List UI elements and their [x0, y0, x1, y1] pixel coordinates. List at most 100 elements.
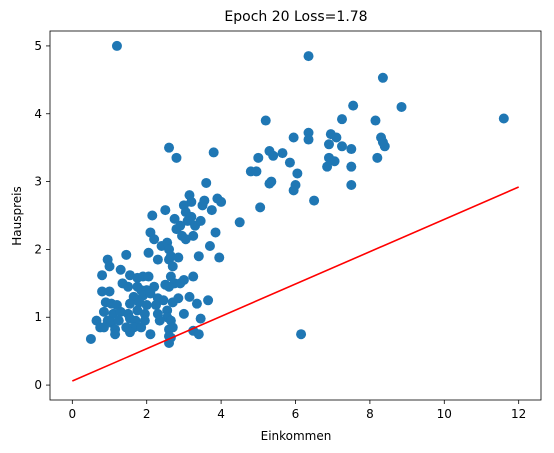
data-point — [184, 291, 195, 302]
y-axis-label: Hauspreis — [10, 186, 24, 246]
data-point — [346, 161, 357, 172]
data-point — [208, 147, 219, 158]
data-point — [180, 234, 191, 245]
data-point — [145, 329, 156, 340]
data-point — [331, 132, 342, 143]
data-point — [199, 195, 210, 206]
data-point — [264, 178, 275, 189]
data-point — [98, 322, 109, 333]
data-point — [167, 261, 178, 272]
data-point — [277, 148, 288, 159]
data-point — [182, 215, 193, 226]
y-tick-label: 1 — [34, 310, 42, 324]
data-point — [323, 139, 334, 150]
data-point — [372, 152, 383, 163]
data-point — [216, 196, 227, 207]
data-point — [143, 271, 154, 282]
axes-frame — [49, 30, 542, 401]
data-point — [124, 298, 135, 309]
data-point — [498, 113, 509, 124]
data-point — [97, 270, 108, 281]
plot-area — [72, 40, 519, 382]
data-point — [193, 329, 204, 340]
data-point — [175, 220, 186, 231]
data-point — [396, 101, 407, 112]
data-point — [292, 168, 303, 179]
data-point — [104, 261, 115, 272]
data-point — [98, 306, 109, 317]
data-point — [296, 329, 307, 340]
data-point — [253, 152, 264, 163]
data-point — [164, 281, 175, 292]
data-point — [85, 333, 96, 344]
data-point — [186, 196, 197, 207]
data-point — [260, 115, 271, 126]
data-point — [188, 271, 199, 282]
data-point — [149, 234, 160, 245]
data-point — [348, 100, 359, 111]
data-point — [346, 144, 357, 155]
data-point — [147, 210, 158, 221]
data-point — [145, 288, 156, 299]
data-point — [165, 251, 176, 262]
data-point — [377, 72, 388, 83]
data-point — [255, 202, 266, 213]
data-point — [160, 205, 171, 216]
data-point — [151, 300, 162, 311]
data-point — [115, 264, 126, 275]
data-point — [251, 166, 262, 177]
chart-title: Epoch 20 Loss=1.78 — [224, 9, 367, 25]
data-point — [171, 152, 182, 163]
data-point — [173, 293, 184, 304]
data-point — [195, 313, 206, 324]
data-point — [132, 305, 143, 316]
data-point — [143, 247, 154, 258]
data-point — [284, 157, 295, 168]
x-axis-label: Einkommen — [261, 429, 332, 443]
data-point — [121, 249, 132, 260]
data-point — [309, 195, 320, 206]
data-point — [164, 142, 175, 153]
x-tick-label: 10 — [437, 407, 452, 421]
data-point — [195, 215, 206, 226]
data-point — [154, 315, 165, 326]
regression-line — [72, 186, 519, 382]
x-tick-label: 6 — [292, 407, 300, 421]
data-point — [104, 286, 115, 297]
data-point — [124, 327, 135, 338]
data-point — [234, 217, 245, 228]
data-point — [111, 40, 122, 51]
data-point — [346, 179, 357, 190]
data-point — [113, 315, 124, 326]
y-tick-label: 2 — [34, 242, 42, 256]
data-point — [322, 161, 333, 172]
data-point — [173, 252, 184, 263]
data-point — [288, 185, 299, 196]
x-axis-ticks: 0 2 4 6 8 10 12 — [68, 400, 526, 421]
data-point — [337, 141, 347, 152]
y-tick-label: 4 — [34, 107, 42, 121]
data-point — [123, 281, 134, 292]
data-point — [288, 132, 299, 143]
data-point — [379, 141, 390, 152]
data-point — [204, 241, 215, 252]
x-tick-label: 8 — [366, 407, 374, 421]
data-point — [136, 322, 147, 333]
data-point — [188, 230, 199, 241]
data-point — [152, 254, 163, 265]
data-point — [303, 134, 314, 145]
x-tick-label: 0 — [68, 407, 76, 421]
data-point — [97, 286, 108, 297]
data-point — [178, 308, 189, 319]
y-tick-label: 5 — [34, 39, 42, 53]
data-point — [206, 205, 217, 216]
data-point — [203, 295, 214, 306]
y-tick-label: 0 — [34, 378, 42, 392]
data-point — [210, 227, 221, 238]
y-tick-label: 3 — [34, 175, 42, 189]
data-point — [158, 295, 169, 306]
data-point — [141, 300, 152, 311]
data-point — [337, 114, 347, 125]
